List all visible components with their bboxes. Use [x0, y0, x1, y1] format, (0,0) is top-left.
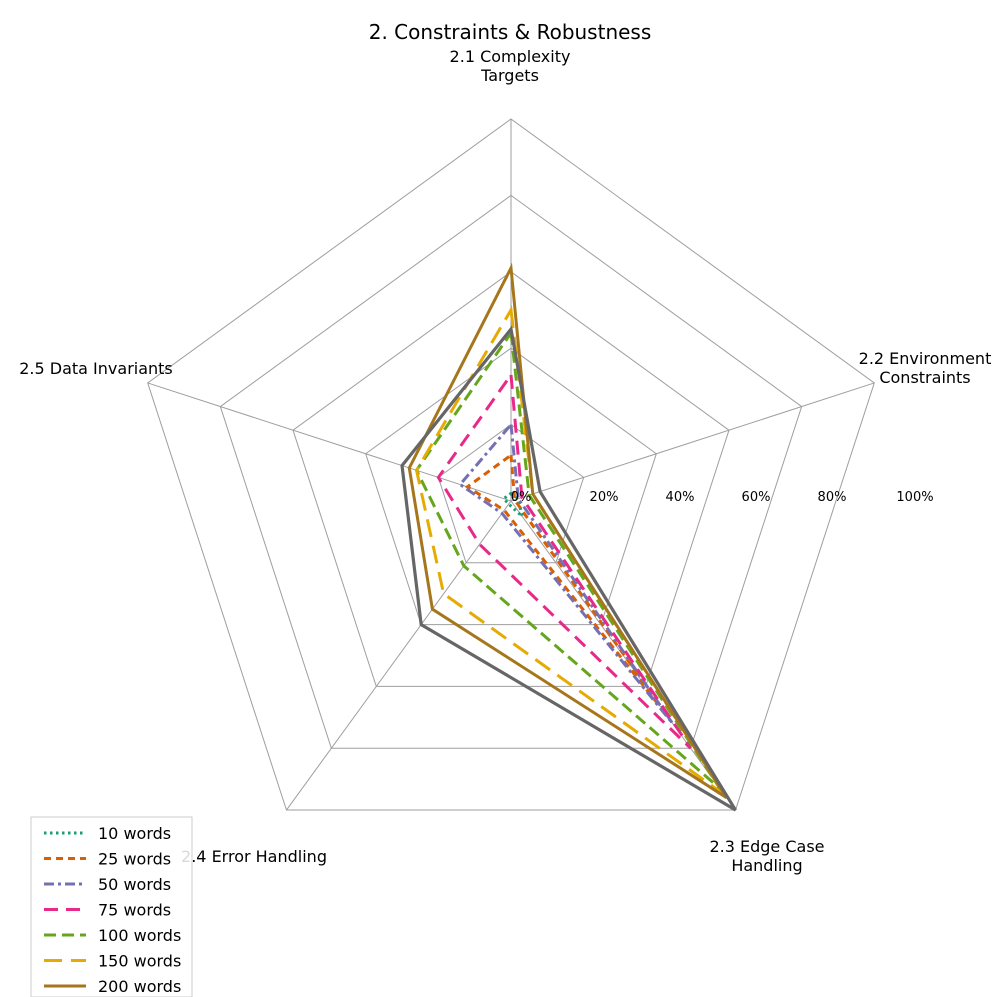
grid	[147, 118, 875, 811]
axis-label-2: 2.2 Environment Constraints	[859, 349, 992, 387]
legend: 10 words 25 words 50 words 75 words 100 word…	[30, 816, 193, 997]
tick-label-0: 0%	[511, 490, 532, 505]
grid-ring-100	[147, 118, 875, 811]
axis-labels: 2.1 Complexity Targets 2.2 Environment Cons…	[19, 47, 991, 875]
series-line-75-words	[436, 370, 692, 750]
legend-label-10-words: 10 words	[98, 824, 171, 843]
series-line-overall	[400, 325, 737, 812]
grid-ring-40	[365, 347, 657, 626]
grid-ring-20	[437, 423, 585, 564]
grid-spoke	[286, 500, 512, 811]
tick-label-40: 40%	[666, 490, 695, 505]
series-line-10-words	[501, 491, 525, 521]
legend-label-100-words: 100 words	[98, 926, 181, 945]
legend-label-75-words: 75 words	[98, 901, 171, 920]
tick-label-20: 20%	[590, 490, 619, 505]
legend-label-50-words: 50 words	[98, 875, 171, 894]
legend-label-150-words: 150 words	[98, 952, 181, 971]
axis-label-1: 2.1 Complexity Targets	[450, 47, 571, 85]
series-line-100-words	[414, 328, 722, 790]
axis-label-4: 2.4 Error Handling	[181, 847, 327, 866]
legend-label-25-words: 25 words	[98, 850, 171, 869]
grid-ring-60	[292, 271, 730, 687]
series-line-25-words	[464, 452, 665, 713]
radial-tick-labels: 0% 20% 40% 60% 80% 100%	[511, 490, 934, 505]
series-line-150-words	[414, 305, 726, 796]
tick-label-80: 80%	[818, 490, 847, 505]
legend-frame	[30, 816, 193, 997]
axis-label-5: 2.5 Data Invariants	[19, 359, 173, 378]
tick-label-100: 100%	[896, 490, 933, 505]
grid-spoke	[147, 382, 512, 502]
axis-label-3: 2.3 Edge Case Handling	[709, 837, 824, 875]
grid-spoke	[510, 382, 875, 502]
series-line-50-words	[457, 420, 674, 725]
tick-label-60: 60%	[742, 490, 771, 505]
grid-ring-80	[219, 194, 803, 749]
legend-label-200-words: 200 words	[98, 977, 181, 996]
series-lines	[400, 262, 737, 812]
chart-title: 2. Constraints & Robustness	[369, 20, 652, 44]
